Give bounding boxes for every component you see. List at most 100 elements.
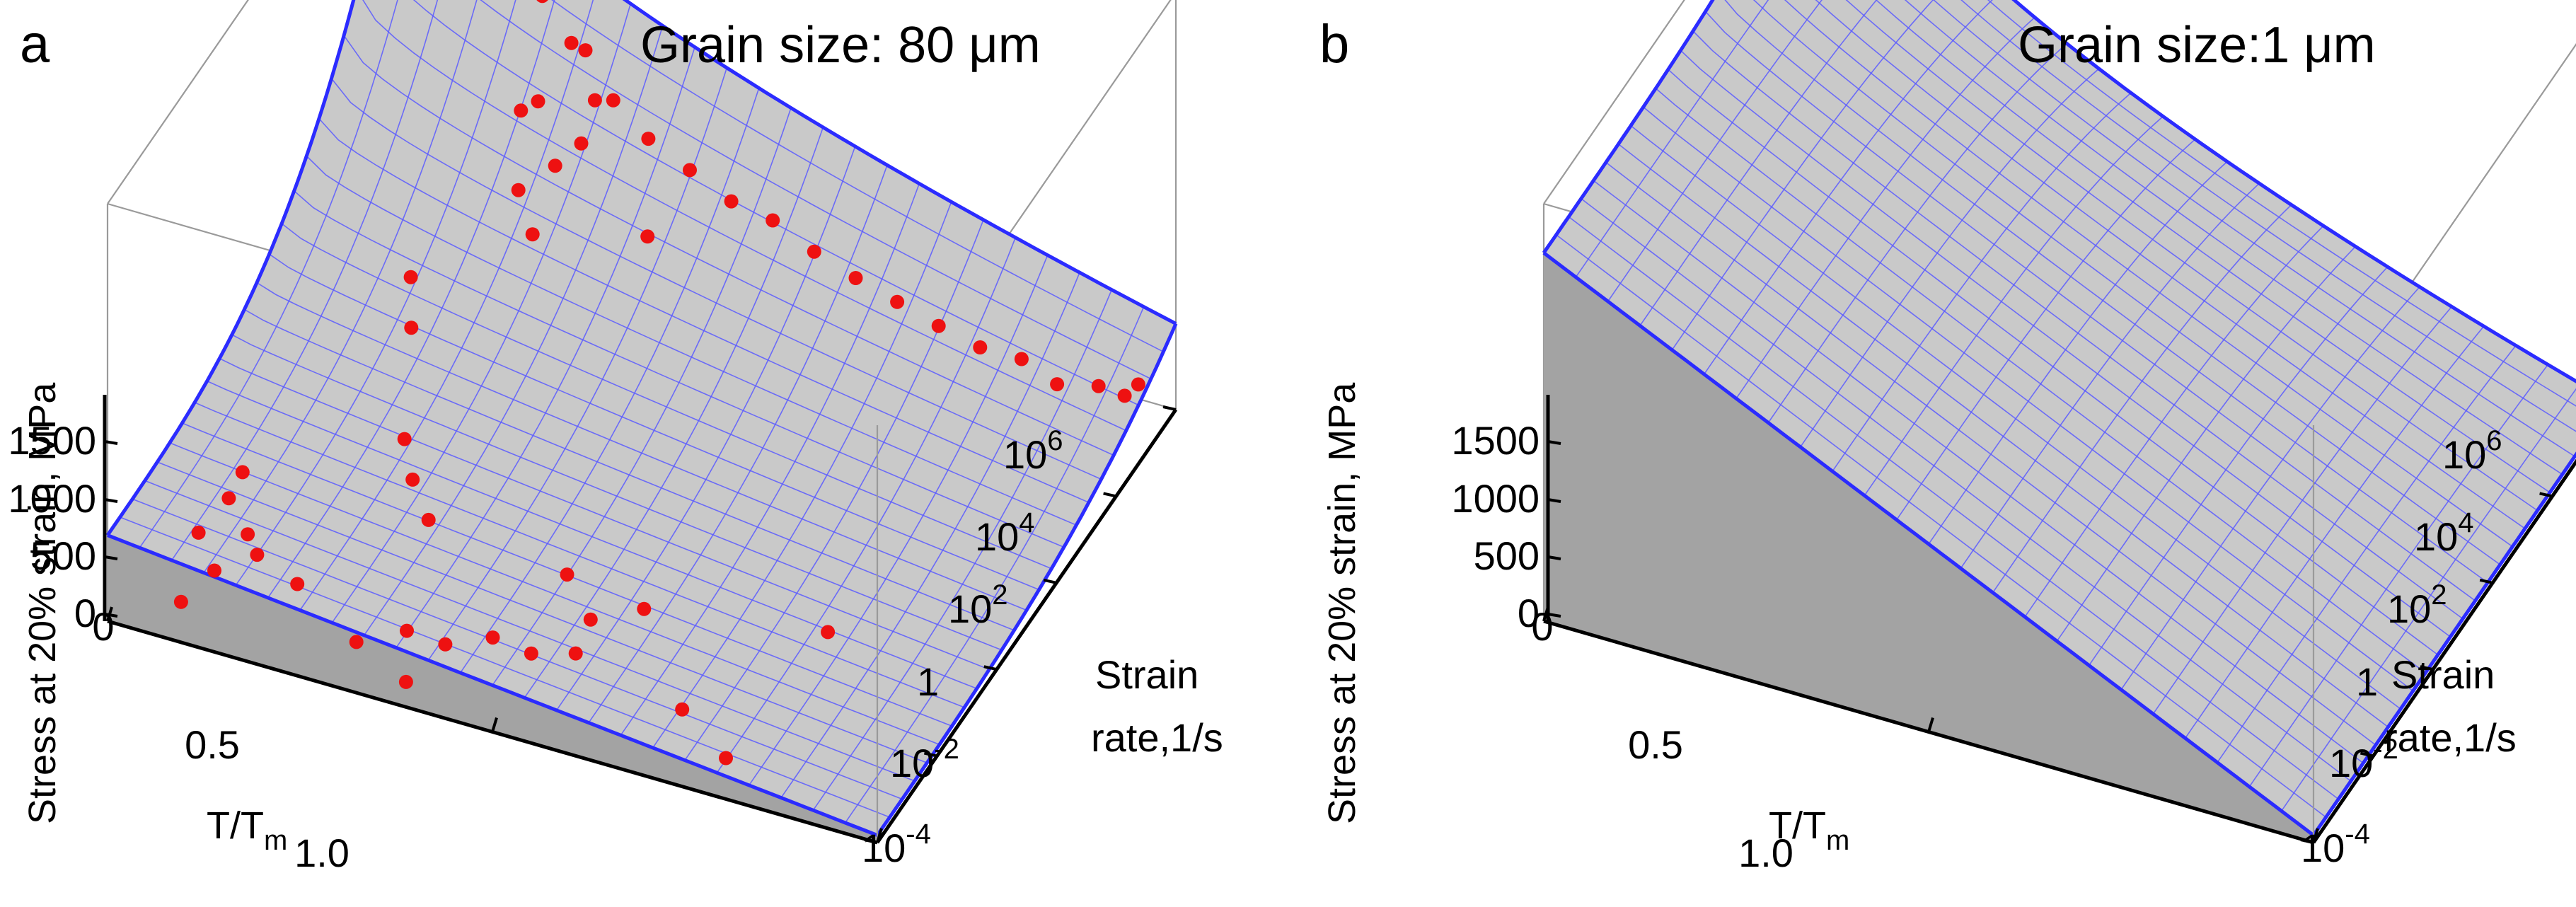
data-point: [1014, 352, 1029, 366]
x-tick: [876, 828, 883, 843]
mesh-line-const-temperature: [2248, 364, 2548, 787]
y-tick-label: 106: [2442, 425, 2502, 477]
data-point: [574, 136, 589, 151]
x-tick: [2312, 828, 2319, 843]
data-point: [548, 158, 562, 173]
y-tick: [2539, 492, 2553, 498]
surface-edge-low-rate: [1542, 251, 2315, 837]
data-point: [438, 637, 453, 652]
data-point: [400, 623, 414, 638]
y-tick-label: 10-4: [2301, 819, 2370, 870]
y-tick: [983, 665, 998, 671]
mesh-line-const-temperature: [845, 306, 1145, 824]
x-tick-label: 1.0: [294, 831, 350, 875]
panel-b-letter: b: [1319, 14, 1349, 74]
panel-a-y-label-line1: Strain: [1095, 652, 1199, 697]
data-point: [524, 646, 538, 661]
surface-edge-zero-temperature: [105, 0, 356, 536]
y-tick: [923, 751, 937, 758]
panel-b-surface-edges: [1542, 0, 2576, 837]
data-point: [405, 472, 420, 487]
y-tick-label: 104: [2414, 507, 2474, 559]
x-tick-label: 0.5: [185, 722, 240, 767]
data-point: [511, 183, 526, 197]
z-tick: [1547, 440, 1561, 445]
y-tick-label: 10-2: [890, 734, 959, 785]
y-tick-label: 1: [2356, 659, 2378, 704]
data-point: [421, 512, 436, 527]
mesh-line-const-rate: [1904, 0, 2563, 475]
data-point: [675, 702, 690, 717]
panel-b-x-label: T/Tm: [1769, 804, 1849, 856]
x-tick-label: 0.5: [1628, 722, 1683, 767]
y-tick-label: 106: [1003, 425, 1063, 477]
data-point: [207, 563, 221, 578]
z-tick-label: 1500: [8, 418, 96, 463]
data-point: [525, 227, 540, 242]
z-tick-label: 500: [1474, 533, 1540, 578]
panel-a-surface: [108, 0, 1176, 836]
data-point: [568, 646, 583, 661]
z-tick-label: 1000: [8, 476, 96, 521]
data-point: [606, 93, 620, 108]
surface-edge-high-temperature: [875, 323, 1178, 837]
x-tick-label: 1.0: [1738, 831, 1794, 875]
panel-b-y-label-line1: Strain: [2391, 652, 2495, 697]
panel-b-x-label-sub: m: [1826, 825, 1849, 856]
data-point: [1091, 379, 1106, 393]
mesh-line-const-rate: [362, 0, 1127, 432]
data-point: [583, 612, 598, 627]
data-point: [724, 194, 739, 209]
y-tick: [864, 838, 878, 844]
data-point: [641, 132, 656, 146]
surface-edge-zero-temperature: [1542, 0, 1715, 254]
y-tick-label: 102: [948, 579, 1008, 631]
data-point: [403, 270, 418, 284]
data-point: [404, 320, 419, 335]
y-tick-label: 10-4: [862, 819, 931, 870]
y-tick-label: 1: [917, 659, 939, 704]
mesh-line-const-rate: [551, 0, 1164, 352]
z-tick-label: 500: [30, 533, 96, 578]
z-tick: [1547, 613, 1561, 618]
data-point: [349, 635, 364, 649]
y-tick: [2300, 838, 2314, 844]
x-tick-label: 0: [92, 604, 114, 649]
panel-b-z-label: Stress at 20% strain, MPa: [1321, 382, 1363, 824]
panel-a-z-label: Stress at 20% strain, MPa: [21, 382, 64, 824]
data-point: [1117, 388, 1132, 403]
z-tick: [1547, 498, 1561, 503]
panel-a-y-label-line2: rate,1/s: [1091, 715, 1223, 760]
y-tick: [2479, 578, 2493, 584]
y-tick-label: 102: [2387, 579, 2447, 631]
x-tick: [1927, 717, 1934, 733]
z-tick: [104, 555, 118, 560]
panel-a-data-points: [173, 0, 1145, 766]
data-point: [235, 465, 250, 480]
mesh-line-const-rate: [412, 0, 1139, 406]
mesh-line-const-rate: [1933, 0, 2575, 457]
data-point: [241, 527, 255, 542]
y-tick: [1043, 578, 1057, 584]
x-tick: [1542, 606, 1549, 622]
z-tick-label: 1500: [1451, 418, 1540, 463]
data-point: [683, 163, 697, 178]
z-tick-label: 0: [74, 591, 96, 635]
z-tick-label: 0: [1518, 591, 1540, 635]
data-point: [221, 491, 236, 506]
bounding-box-edge: [1543, 0, 1685, 204]
z-tick-label: 1000: [1451, 476, 1540, 521]
mesh-line-const-rate: [1960, 0, 2576, 432]
y-tick-label: 10-2: [2329, 734, 2398, 785]
data-point: [821, 625, 836, 640]
panel-b-surface-mesh: [1556, 0, 2576, 818]
panel-a-title: Grain size: 80 μm: [640, 17, 1041, 74]
y-axis-line: [2311, 458, 2576, 844]
data-point: [485, 630, 500, 645]
data-point: [536, 0, 548, 4]
mesh-line-const-temperature: [2217, 345, 2517, 763]
surface-edge-low-rate: [107, 533, 878, 837]
panel-b-surface: [1544, 0, 2576, 836]
